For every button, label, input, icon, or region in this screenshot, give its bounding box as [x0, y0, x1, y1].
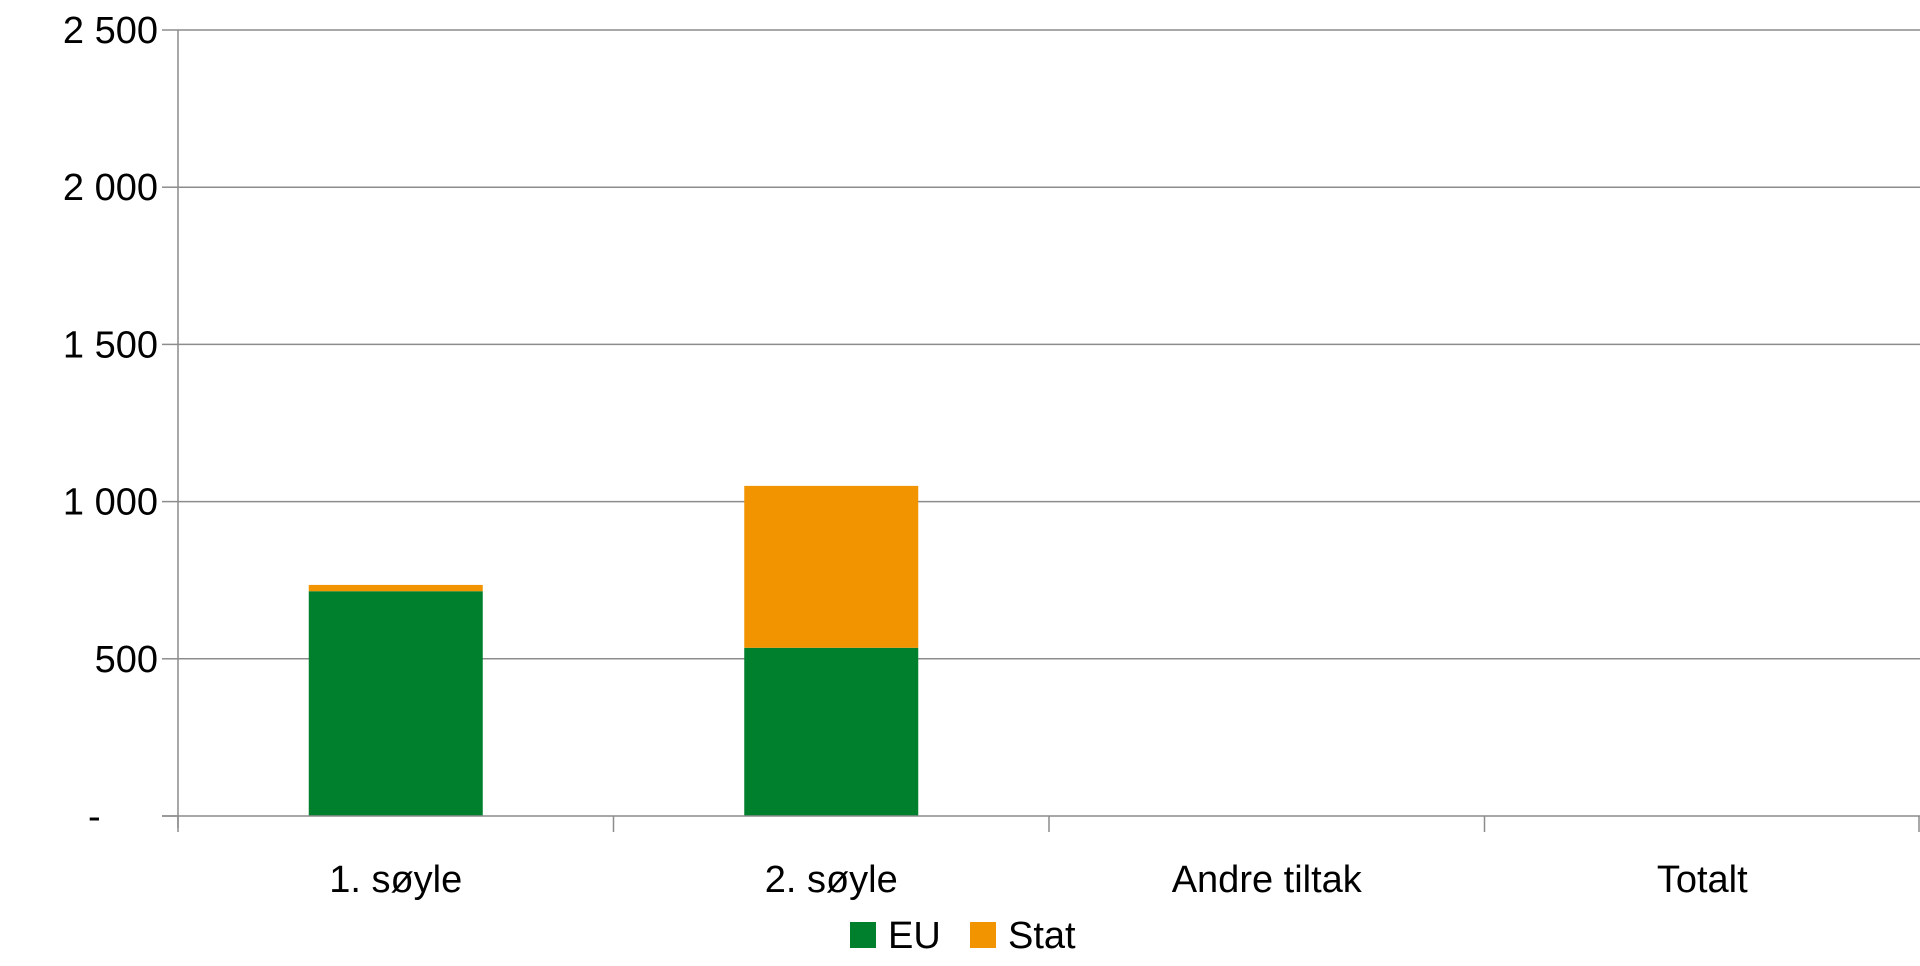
y-tick-label: 1 000	[63, 482, 158, 524]
y-tick-label: 500	[95, 639, 158, 681]
bars	[308, 485, 919, 816]
bar-eu-2	[744, 647, 919, 816]
x-tick-label: 2. søyle	[765, 859, 898, 901]
y-tick-label: 2 000	[63, 167, 158, 209]
y-tick-label: 2 500	[63, 10, 158, 52]
bar-stat-1	[308, 584, 483, 592]
legend-swatch-eu	[850, 922, 876, 948]
gridlines	[178, 29, 1920, 660]
y-tick-label: 1 500	[63, 324, 158, 366]
y-tick-label: -	[88, 796, 101, 838]
bar-stat-2	[744, 485, 919, 648]
axes	[162, 29, 1920, 832]
bar-eu-1	[308, 591, 483, 816]
x-tick-label: 1. søyle	[329, 859, 462, 901]
legend-swatch-stat	[970, 922, 996, 948]
legend-label-eu: EU	[888, 915, 941, 957]
x-tick-label: Andre tiltak	[1172, 859, 1363, 901]
legend: EU Stat	[850, 915, 1076, 957]
legend-label-stat: Stat	[1008, 915, 1076, 957]
tick-labels: - 500 1 000 1 500 2 000 2 500 1. søyle 2. søyle…	[63, 10, 1748, 901]
x-tick-label: Totalt	[1657, 859, 1748, 901]
